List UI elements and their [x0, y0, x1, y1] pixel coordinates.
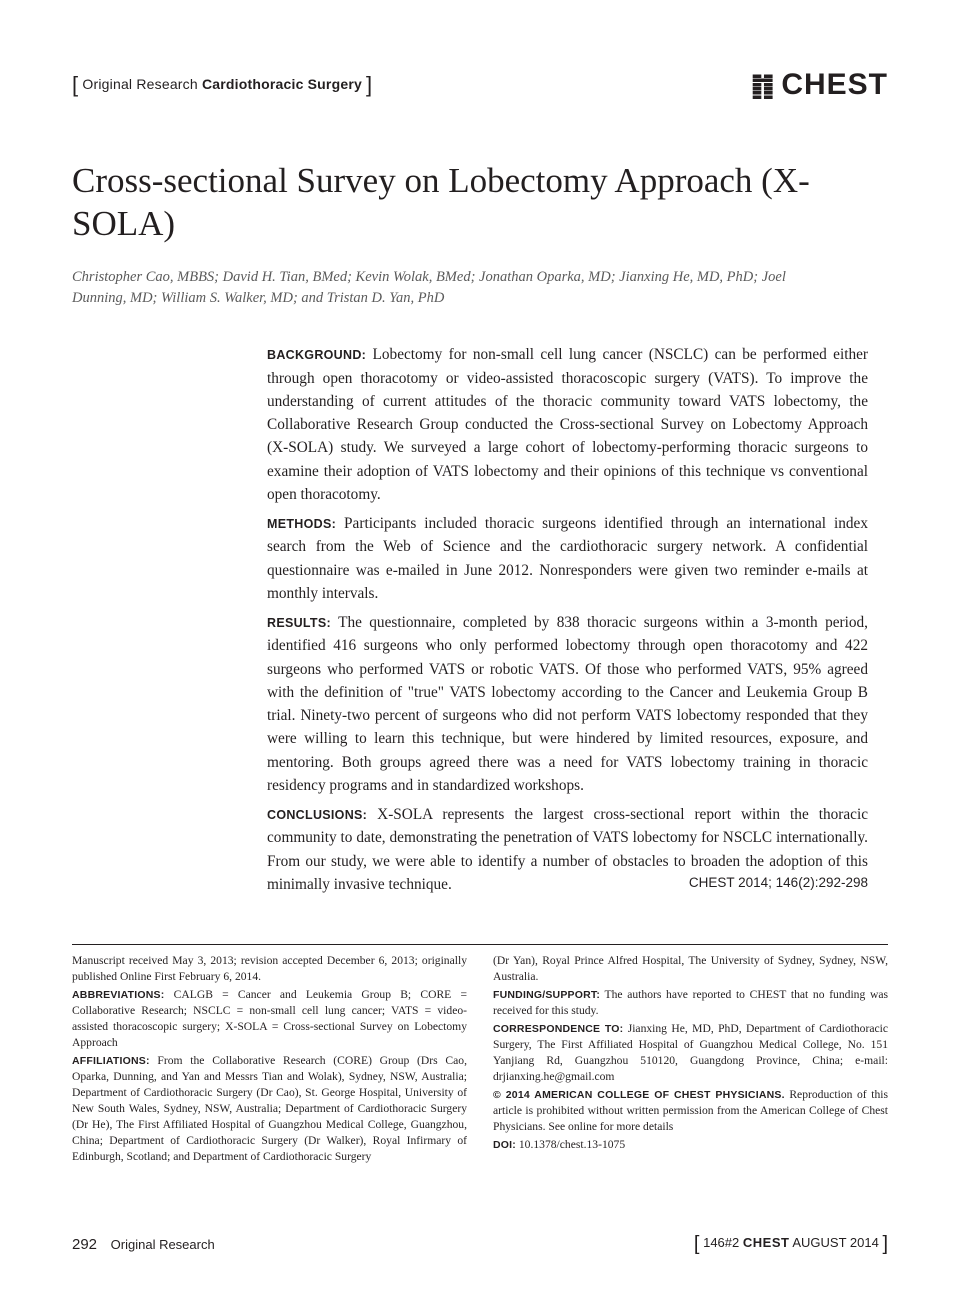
methods-label: METHODS:	[267, 517, 336, 531]
page-footer: 292 Original Research [ 146#2 CHEST AUGU…	[72, 1233, 888, 1256]
footnote-col-left: Manuscript received May 3, 2013; revisio…	[72, 953, 467, 1167]
results-text: The questionnaire, completed by 838 thor…	[267, 614, 868, 794]
results-label: RESULTS:	[267, 616, 331, 630]
journal-logo: ䷇ CHEST	[751, 68, 888, 102]
conclusions-label: CONCLUSIONS:	[267, 808, 367, 822]
background-label: BACKGROUND:	[267, 348, 366, 362]
article-title: Cross-sectional Survey on Lobectomy Appr…	[72, 160, 888, 245]
footer-issue: 146#2	[703, 1235, 739, 1250]
author-list: Christopher Cao, MBBS; David H. Tian, BM…	[72, 267, 832, 309]
footnote-col-right: (Dr Yan), Royal Prince Alfred Hospital, …	[493, 953, 888, 1167]
doi-text: 10.1378/chest.13-1075	[519, 1138, 625, 1151]
footnote-rule	[72, 944, 888, 945]
footer-section: Original Research	[111, 1237, 215, 1252]
chest-logo-icon: ䷇	[751, 70, 775, 101]
manuscript-dates: Manuscript received May 3, 2013; revisio…	[72, 953, 467, 985]
page-number: 292	[72, 1236, 97, 1253]
footer-left: 292 Original Research	[72, 1236, 215, 1253]
section-label: [ Original Research Cardiothoracic Surge…	[72, 72, 372, 98]
doi-label: DOI:	[493, 1139, 516, 1151]
section-light: Original Research	[82, 76, 197, 92]
affil-cont: (Dr Yan), Royal Prince Alfred Hospital, …	[493, 953, 888, 985]
footer-date: AUGUST 2014	[792, 1235, 878, 1250]
affil-text: From the Collaborative Research (CORE) G…	[72, 1054, 467, 1163]
affil-label: AFFILIATIONS:	[72, 1055, 150, 1067]
footnote-columns: Manuscript received May 3, 2013; revisio…	[72, 953, 888, 1167]
journal-logo-text: CHEST	[781, 68, 888, 102]
background-text: Lobectomy for non-small cell lung cancer…	[267, 346, 868, 503]
funding-label: FUNDING/SUPPORT:	[493, 989, 600, 1001]
section-bold: Cardiothoracic Surgery	[202, 76, 362, 92]
methods-text: Participants included thoracic surgeons …	[267, 515, 868, 602]
copyright-label: © 2014 AMERICAN COLLEGE OF CHEST PHYSICI…	[493, 1089, 785, 1101]
abstract-block: BACKGROUND: Lobectomy for non-small cell…	[267, 343, 868, 896]
citation: CHEST 2014; 146(2):292-298	[689, 873, 868, 894]
corr-label: CORRESPONDENCE TO:	[493, 1023, 623, 1035]
abbr-label: ABBREVIATIONS:	[72, 989, 164, 1001]
footer-journal: CHEST	[743, 1235, 790, 1250]
footer-right: [ 146#2 CHEST AUGUST 2014 ]	[694, 1233, 888, 1256]
